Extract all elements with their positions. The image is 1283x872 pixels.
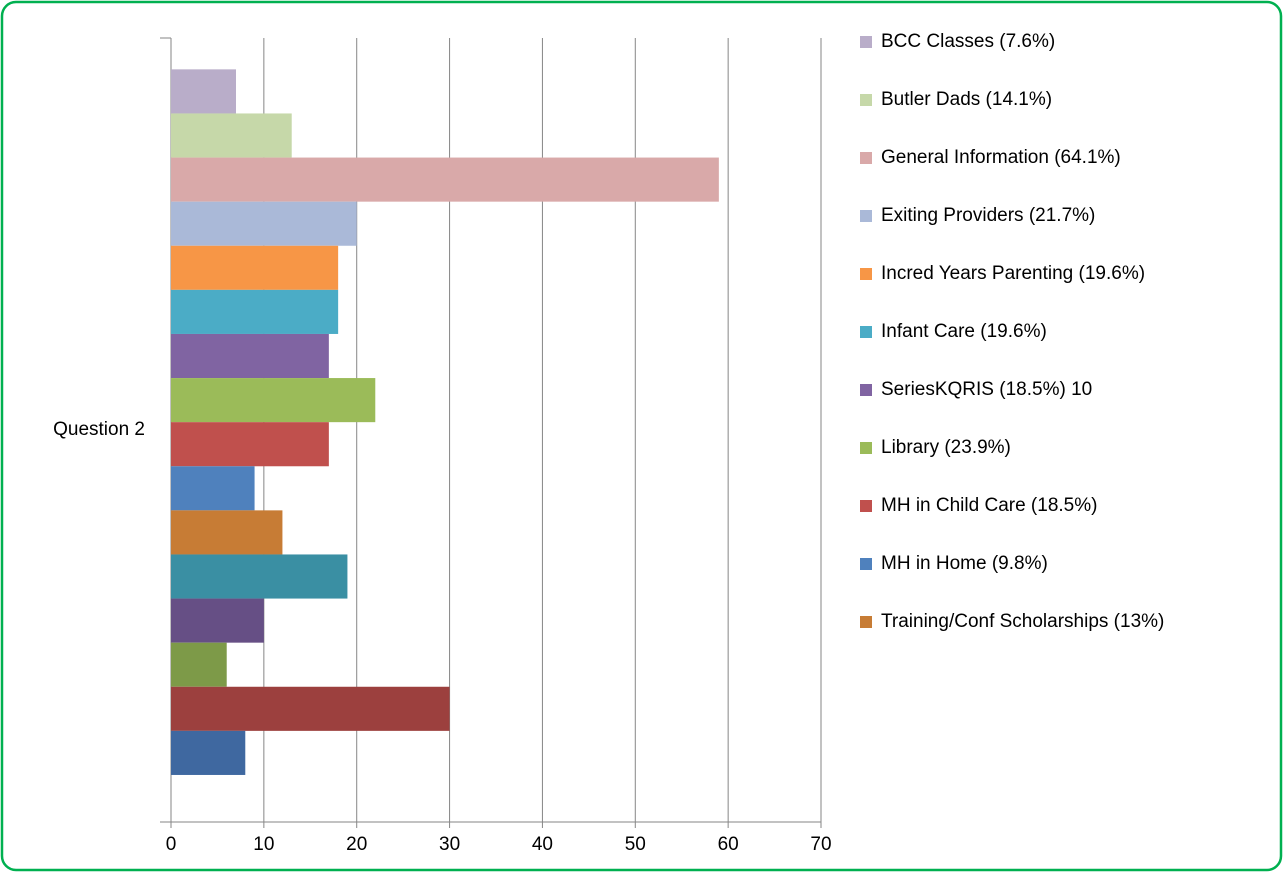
legend-label: MH in Child Care (18.5%): [881, 495, 1098, 516]
legend-swatch: [860, 268, 872, 280]
legend: BCC Classes (7.6%) Butler Dads (14.1%) Gen…: [860, 30, 1220, 668]
legend-label: Infant Care (19.6%): [881, 321, 1047, 342]
bar: [171, 466, 255, 511]
legend-swatch: [860, 558, 872, 570]
bar: [171, 730, 246, 775]
legend-label: Library (23.9%): [881, 437, 1011, 458]
legend-item: Exiting Providers (21.7%): [860, 204, 1220, 262]
legend-item: Incred Years Parenting (19.6%): [860, 262, 1220, 320]
legend-swatch: [860, 94, 872, 106]
legend-item: Library (23.9%): [860, 436, 1220, 494]
legend-swatch: [860, 36, 872, 48]
legend-label: BCC Classes (7.6%): [881, 31, 1056, 52]
legend-swatch: [860, 616, 872, 628]
legend-label: Training/Conf Scholarships (13%): [881, 611, 1165, 632]
legend-label: SeriesKQRIS (18.5%) 10: [881, 379, 1093, 400]
legend-label: Exiting Providers (21.7%): [881, 205, 1096, 226]
bar: [171, 422, 329, 467]
bar: [171, 598, 264, 643]
x-tick-label: 70: [810, 834, 831, 855]
bar: [171, 201, 357, 246]
legend-item: Butler Dads (14.1%): [860, 88, 1220, 146]
x-tick-label: 0: [166, 834, 177, 855]
bar: [171, 245, 339, 290]
legend-label: Incred Years Parenting (19.6%): [881, 263, 1146, 284]
legend-item: BCC Classes (7.6%): [860, 30, 1220, 88]
legend-swatch: [860, 500, 872, 512]
bar: [171, 69, 236, 114]
y-tick-label: Question 2: [53, 419, 145, 440]
legend-swatch: [860, 152, 872, 164]
legend-item: MH in Child Care (18.5%): [860, 494, 1220, 552]
legend-item: SeriesKQRIS (18.5%) 10: [860, 378, 1220, 436]
legend-swatch: [860, 326, 872, 338]
bar: [171, 510, 283, 555]
legend-label: Butler Dads (14.1%): [881, 89, 1053, 110]
bar: [171, 686, 450, 731]
x-tick-label: 30: [439, 834, 460, 855]
bar: [171, 333, 329, 379]
x-tick-label: 40: [532, 834, 553, 855]
legend-swatch: [860, 384, 872, 396]
legend-label: MH in Home (9.8%): [881, 553, 1048, 574]
bar: [171, 157, 719, 202]
bar: [171, 289, 339, 334]
x-tick-label: 10: [253, 834, 274, 855]
legend-swatch: [860, 442, 872, 454]
legend-swatch: [860, 210, 872, 222]
bar: [171, 113, 292, 158]
legend-item: Infant Care (19.6%): [860, 320, 1220, 378]
legend-label: General Information (64.1%): [881, 147, 1121, 168]
x-tick-label: 60: [718, 834, 739, 855]
bar: [171, 554, 348, 599]
legend-item: General Information (64.1%): [860, 146, 1220, 204]
x-tick-label: 50: [625, 834, 646, 855]
legend-item: Training/Conf Scholarships (13%): [860, 610, 1220, 668]
x-tick-label: 20: [346, 834, 367, 855]
bar: [171, 642, 227, 687]
bar: [171, 378, 376, 423]
legend-item: MH in Home (9.8%): [860, 552, 1220, 610]
